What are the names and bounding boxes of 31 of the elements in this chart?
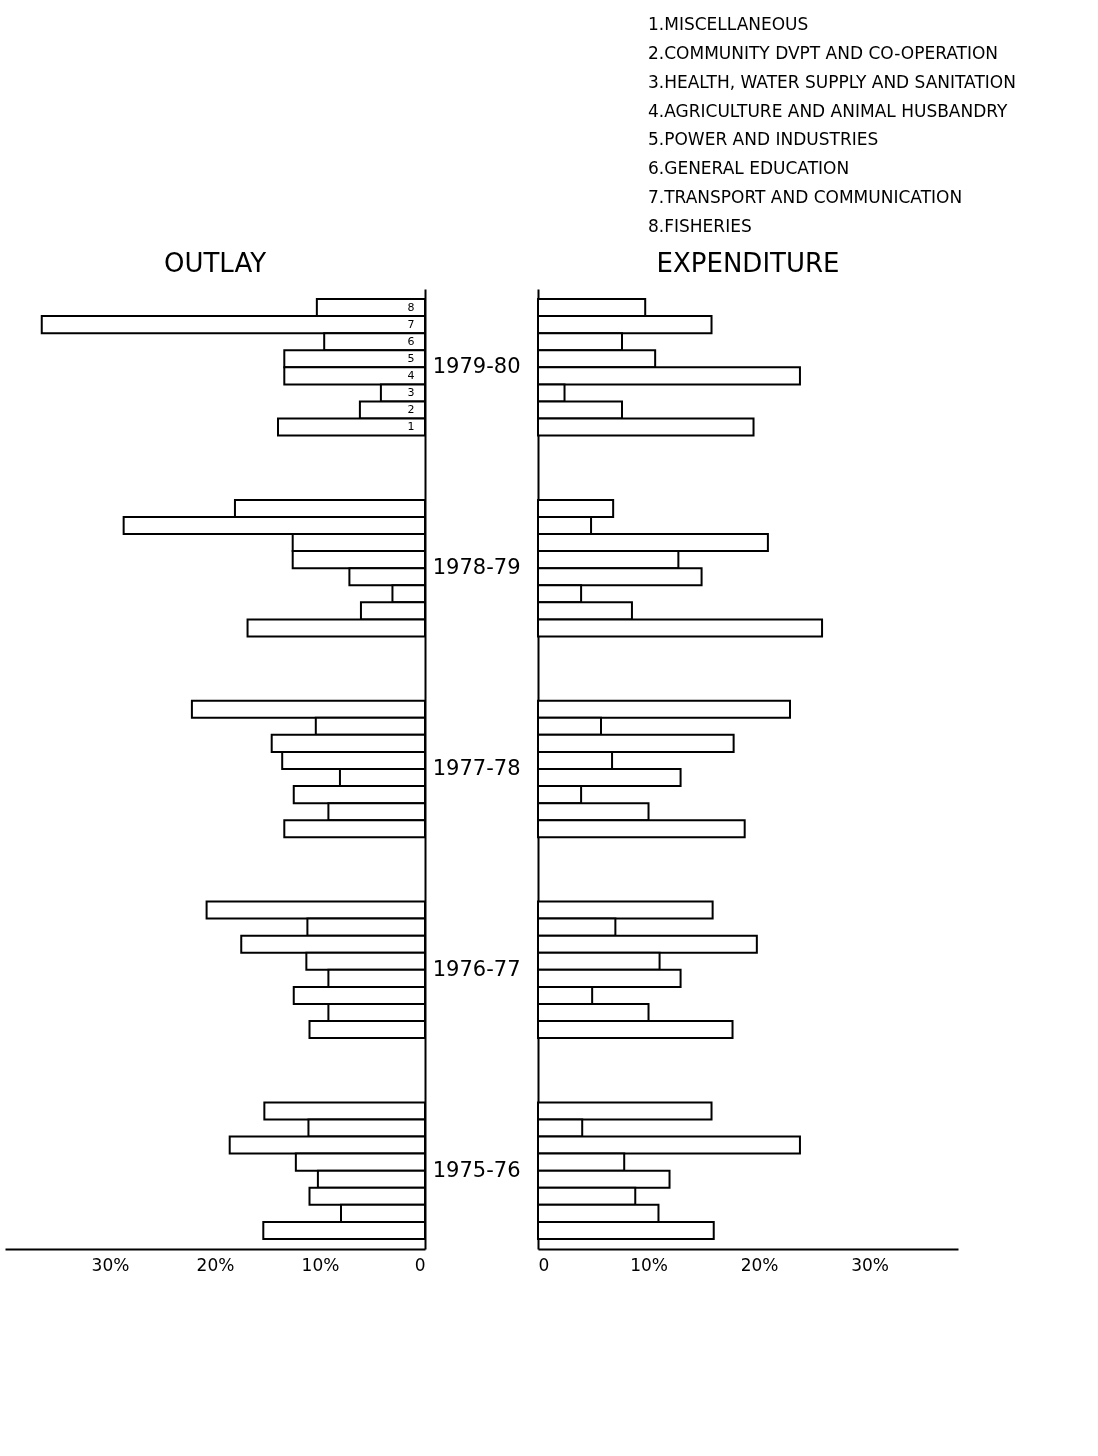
- text: 2.COMMUNITY DVPT AND CO-OPERATION: [648, 43, 999, 64]
- series-label: 5: [407, 351, 415, 365]
- x-tick-label: 10%: [630, 1254, 668, 1275]
- y-tick-label: 1975-76: [432, 1157, 521, 1182]
- x-tick-label: 0: [538, 1254, 550, 1275]
- series-label: 6: [407, 334, 415, 348]
- x-tick-label: 20%: [196, 1254, 235, 1275]
- y-tick-label: 1977-78: [432, 756, 521, 780]
- y-tick-label: 1979-80: [432, 354, 521, 379]
- text: 1.MISCELLANEOUS: [648, 14, 809, 35]
- series-label: 4: [407, 368, 415, 382]
- text: 8.FISHERIES: [648, 215, 752, 236]
- series-label: 7: [407, 317, 415, 331]
- x-tick-label: 0: [414, 1254, 426, 1275]
- x-tick-label: 30%: [851, 1254, 889, 1275]
- y-tick-label: 1978-79: [432, 555, 521, 580]
- text: 4.AGRICULTURE AND ANIMAL HUSBANDRY: [648, 100, 1008, 121]
- x-tick-label: 30%: [91, 1254, 130, 1275]
- x-tick-label: 20%: [740, 1254, 779, 1275]
- text: 7.TRANSPORT AND COMMUNICATION: [648, 186, 963, 207]
- text: 5.POWER AND INDUSTRIES: [648, 129, 879, 150]
- series-label: 3: [407, 385, 415, 399]
- series-label: 1: [407, 420, 415, 434]
- x-tick-label: 10%: [301, 1254, 340, 1275]
- y-tick-label: 1976-77: [432, 956, 521, 981]
- chart-title: OUTLAY: [163, 248, 267, 278]
- text: 3.HEALTH, WATER SUPPLY AND SANITATION: [648, 71, 1016, 92]
- series-label: 8: [407, 300, 415, 314]
- chart-title: EXPENDITURE: [656, 248, 840, 278]
- series-label: 2: [407, 403, 415, 416]
- text: 6.GENERAL EDUCATION: [648, 158, 850, 179]
